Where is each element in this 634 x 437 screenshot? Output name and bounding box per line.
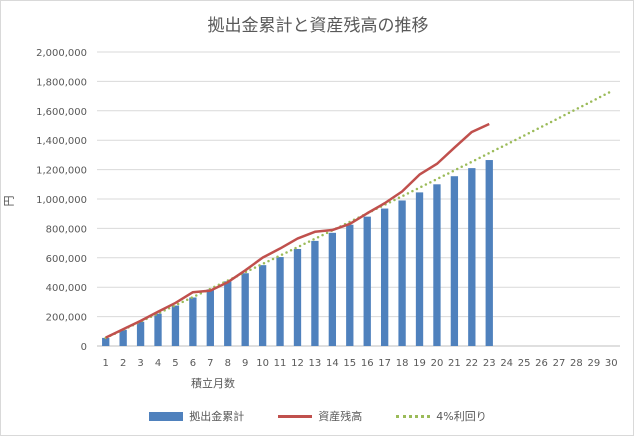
bar: [433, 184, 441, 346]
legend-item-contributions: 拠出金累計: [149, 408, 244, 424]
x-tick-label: 25: [518, 358, 531, 369]
x-tick-label: 13: [309, 358, 322, 369]
y-tick-label: 800,000: [46, 224, 87, 235]
bar: [136, 321, 145, 346]
x-tick-label: 1: [103, 358, 109, 369]
bar: [380, 208, 389, 346]
y-tick-label: 1,600,000: [36, 107, 87, 118]
x-tick-label: 17: [378, 358, 391, 369]
bar: [171, 305, 180, 346]
y-tick-label: 1,400,000: [36, 136, 87, 147]
y-tick-label: 200,000: [46, 313, 87, 324]
legend-item-balance: 資産残高: [278, 408, 362, 424]
bar: [102, 337, 110, 346]
bar: [311, 240, 319, 346]
bar: [258, 265, 267, 346]
legend-item-4pct: 4%利回り: [396, 408, 487, 424]
x-tick-label: 6: [190, 358, 196, 369]
x-tick-label: 26: [535, 358, 548, 369]
bar: [276, 257, 284, 346]
x-tick-label: 15: [343, 358, 356, 369]
y-axis-label: 円: [2, 195, 16, 207]
x-tick-label: 14: [326, 358, 339, 369]
legend-label: 拠出金累計: [189, 410, 245, 423]
legend-label: 資産残高: [318, 410, 363, 423]
y-tick-label: 1,200,000: [36, 166, 87, 177]
x-tick-label: 18: [396, 358, 409, 369]
x-tick-label: 11: [274, 358, 287, 369]
bar: [224, 281, 232, 346]
legend-swatch-line: [278, 414, 313, 418]
y-tick-label: 0: [81, 342, 87, 353]
y-tick-label: 400,000: [46, 283, 87, 294]
chart-title: 拠出金累計と資産残高の推移: [207, 16, 429, 36]
bar: [328, 232, 337, 346]
x-tick-label: 2: [120, 358, 126, 369]
x-tick-label: 29: [587, 358, 600, 369]
x-tick-label: 5: [172, 358, 178, 369]
bar: [415, 192, 424, 346]
bar: [468, 168, 476, 346]
x-tick-label: 24: [500, 358, 513, 369]
y-tick-label: 1,800,000: [36, 77, 87, 88]
x-tick-label: 8: [225, 358, 231, 369]
x-tick-label: 27: [553, 358, 566, 369]
bar: [293, 248, 302, 346]
x-tick-label: 28: [570, 358, 583, 369]
legend-swatch-bar: [149, 411, 184, 421]
x-tick-label: 19: [413, 358, 426, 369]
legend: 拠出金累計 資産残高 4%利回り: [1, 408, 634, 424]
series-line-4pct: [104, 90, 613, 340]
x-tick-label: 9: [242, 358, 248, 369]
x-tick-label: 3: [137, 358, 143, 369]
x-tick-label: 22: [465, 358, 478, 369]
bar: [189, 297, 197, 346]
bar: [154, 313, 162, 346]
x-tick-label: 21: [448, 358, 461, 369]
y-tick-label: 2,000,000: [36, 48, 87, 59]
x-tick-label: 20: [431, 358, 444, 369]
legend-swatch-dotted: [396, 414, 431, 418]
x-tick-label: 30: [605, 358, 618, 369]
bar: [398, 200, 406, 346]
x-tick-label: 7: [207, 358, 213, 369]
bar: [206, 289, 214, 346]
y-tick-label: 1,000,000: [36, 195, 87, 206]
y-tick-label: 600,000: [46, 254, 87, 265]
legend-label: 4%利回り: [436, 410, 487, 423]
bar: [119, 329, 127, 346]
x-tick-label: 10: [256, 358, 269, 369]
bar: [346, 224, 354, 346]
bar: [241, 273, 249, 346]
bar: [363, 216, 371, 346]
bar: [450, 176, 459, 346]
x-tick-label: 12: [291, 358, 304, 369]
x-tick-label: 16: [361, 358, 374, 369]
x-axis-label: 積立月数: [191, 377, 235, 390]
series-line-balance: [105, 122, 490, 339]
x-tick-label: 23: [483, 358, 496, 369]
bar: [485, 160, 493, 346]
x-tick-label: 4: [155, 358, 161, 369]
